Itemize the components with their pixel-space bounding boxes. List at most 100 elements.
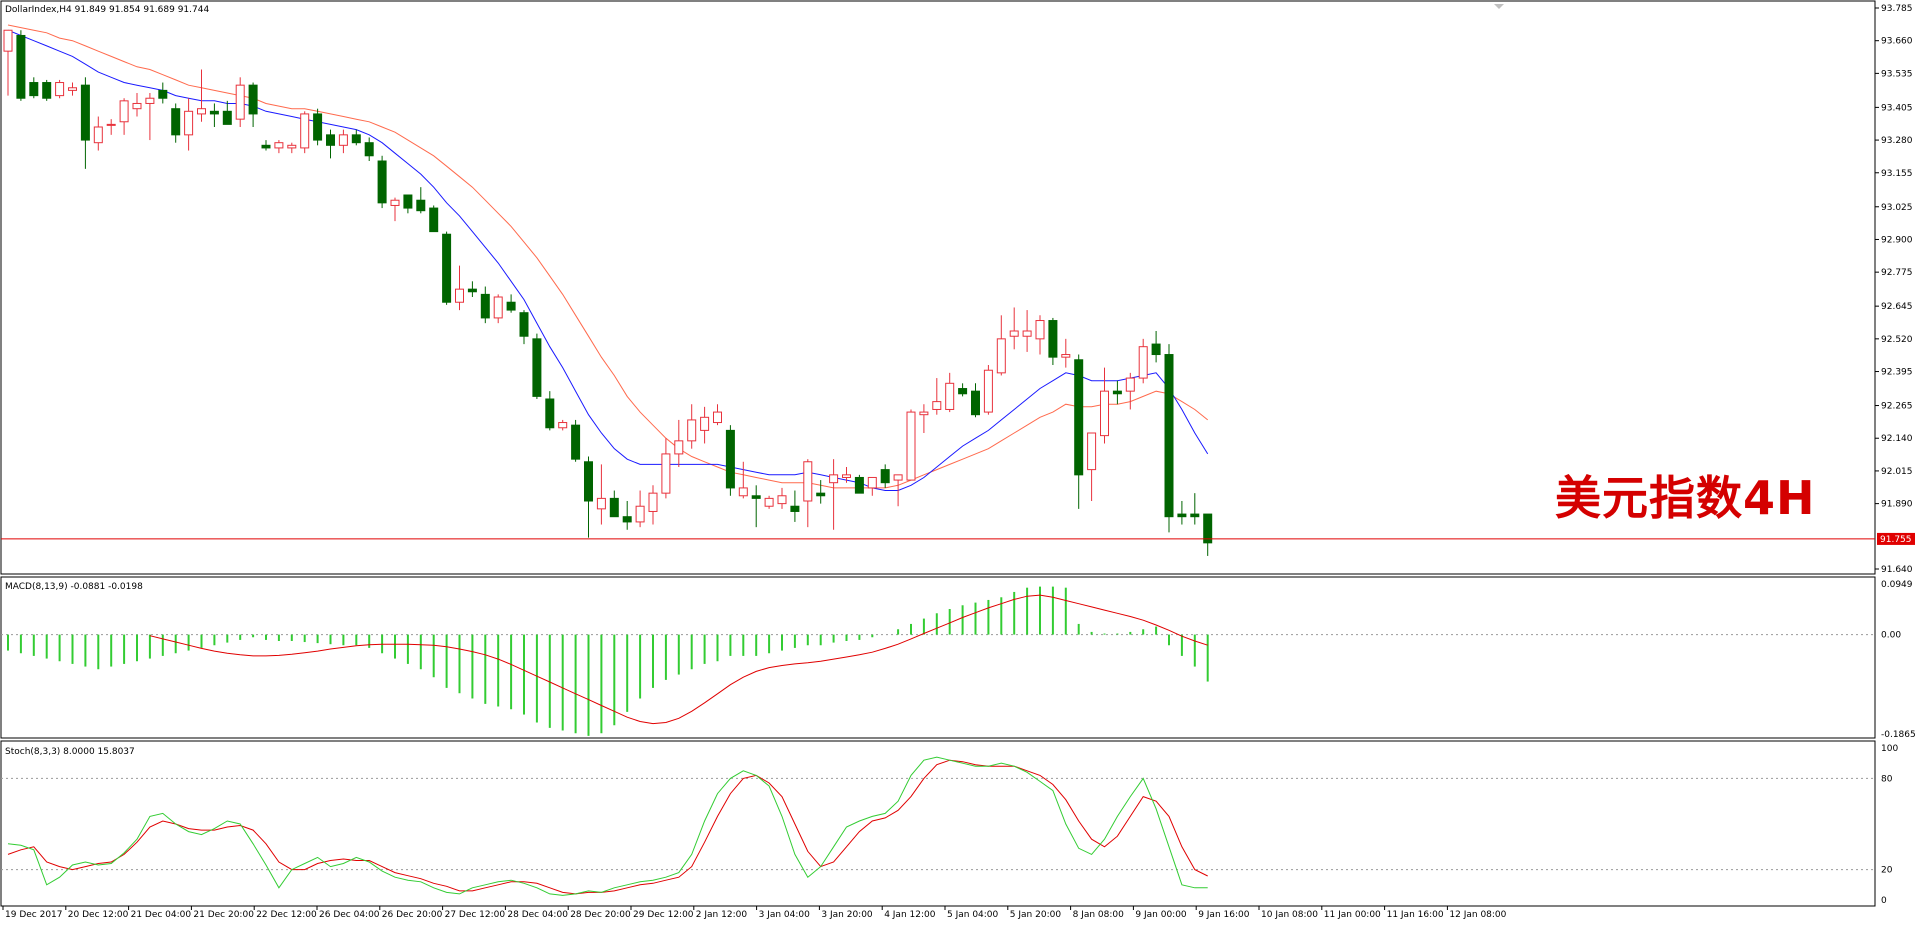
candle bbox=[480, 286, 490, 324]
candle-body bbox=[971, 390, 980, 416]
candle-body bbox=[1138, 346, 1148, 379]
overlay-title: 美元指数4H bbox=[1555, 471, 1816, 525]
candle-body bbox=[351, 134, 361, 144]
candle bbox=[171, 103, 181, 143]
stoch-signal-line bbox=[7, 759, 1208, 895]
candle bbox=[338, 129, 348, 154]
candle bbox=[842, 467, 851, 483]
candle bbox=[958, 383, 968, 397]
candle-body bbox=[274, 142, 284, 149]
candle bbox=[300, 111, 310, 154]
candle-body bbox=[1087, 432, 1097, 471]
candle bbox=[996, 315, 1006, 376]
candle bbox=[919, 404, 929, 433]
candle-body bbox=[1100, 390, 1109, 437]
candle-body bbox=[919, 411, 929, 416]
candle-body bbox=[209, 110, 219, 115]
candle-body bbox=[867, 476, 877, 489]
candle-body bbox=[725, 429, 735, 489]
candle bbox=[55, 79, 65, 99]
candle bbox=[609, 490, 619, 518]
candle-body bbox=[609, 497, 619, 518]
candle bbox=[16, 30, 26, 101]
candle bbox=[1203, 513, 1213, 556]
candle-body bbox=[519, 312, 529, 337]
candle-body bbox=[854, 476, 864, 494]
candle-body bbox=[1164, 354, 1174, 518]
candle bbox=[532, 333, 542, 399]
candle-body bbox=[403, 194, 413, 209]
candle bbox=[829, 459, 839, 530]
candle bbox=[945, 372, 955, 413]
candle bbox=[545, 391, 555, 431]
candle-body bbox=[751, 495, 761, 499]
candle bbox=[1022, 310, 1032, 352]
candle-body bbox=[661, 453, 671, 494]
time-axis-label: 12 Jan 08:00 bbox=[1449, 910, 1506, 920]
candle bbox=[1100, 367, 1109, 444]
price-axis-label: 92.900 bbox=[1881, 235, 1913, 245]
candle bbox=[403, 194, 413, 214]
candle bbox=[1087, 432, 1097, 501]
price-axis-label: 92.395 bbox=[1881, 368, 1913, 378]
candle bbox=[1125, 372, 1135, 410]
candle-body bbox=[558, 422, 568, 429]
candle-body bbox=[197, 108, 206, 115]
candle bbox=[506, 294, 516, 313]
candle bbox=[1138, 338, 1148, 384]
candle-body bbox=[906, 411, 916, 481]
current-price-label: 91.755 bbox=[1880, 535, 1912, 545]
candle-body bbox=[442, 233, 452, 303]
candle-body bbox=[777, 495, 787, 505]
shift-marker-icon[interactable] bbox=[1494, 4, 1504, 9]
candle bbox=[971, 383, 980, 418]
candle-body bbox=[932, 401, 942, 410]
candle-body bbox=[480, 293, 490, 319]
candle bbox=[777, 487, 787, 509]
candle bbox=[558, 419, 568, 431]
current-price-tag bbox=[1877, 532, 1915, 545]
main-pane-frame bbox=[0, 0, 1876, 575]
candle-body bbox=[1035, 320, 1045, 340]
candle bbox=[119, 98, 129, 135]
candle bbox=[571, 419, 581, 462]
candle-body bbox=[532, 338, 542, 397]
candle-body bbox=[300, 113, 310, 149]
candle-body bbox=[506, 301, 516, 311]
price-axis-label: 92.265 bbox=[1881, 402, 1913, 412]
macd-axis-label: -0.1865 bbox=[1881, 730, 1916, 740]
macd-pane-frame bbox=[0, 576, 1876, 739]
time-axis-label: 9 Jan 16:00 bbox=[1198, 910, 1250, 920]
macd-signal-line bbox=[149, 594, 1208, 725]
candle bbox=[184, 98, 194, 151]
price-axis-label: 92.645 bbox=[1881, 302, 1913, 312]
candle bbox=[1035, 315, 1045, 355]
candle-body bbox=[313, 113, 323, 141]
candle-body bbox=[983, 369, 993, 413]
candle-body bbox=[700, 416, 710, 431]
candle bbox=[42, 79, 52, 101]
candle bbox=[3, 29, 13, 96]
candle-body bbox=[493, 296, 503, 319]
time-axis-label: 5 Jan 04:00 bbox=[947, 910, 999, 920]
candle bbox=[584, 456, 593, 538]
time-axis-label: 9 Jan 00:00 bbox=[1135, 910, 1187, 920]
candle-body bbox=[455, 288, 464, 303]
stoch-pane-frame bbox=[0, 740, 1876, 907]
candle-body bbox=[596, 497, 606, 510]
candle bbox=[764, 495, 774, 509]
stoch-main-line bbox=[7, 756, 1208, 896]
time-axis-label: 20 Dec 12:00 bbox=[68, 910, 129, 920]
stoch-axis-label: 20 bbox=[1881, 866, 1893, 876]
candle-body bbox=[1151, 343, 1161, 356]
price-axis-label: 93.785 bbox=[1881, 4, 1913, 14]
candle-body bbox=[687, 419, 697, 442]
candle bbox=[1190, 493, 1200, 525]
price-axis-label: 92.015 bbox=[1881, 467, 1913, 477]
time-axis-label: 28 Dec 20:00 bbox=[570, 910, 631, 920]
candle-body bbox=[635, 505, 645, 523]
macd-axis-label: 0.00 bbox=[1881, 631, 1901, 641]
candle-body bbox=[68, 87, 77, 91]
candle bbox=[68, 82, 77, 96]
